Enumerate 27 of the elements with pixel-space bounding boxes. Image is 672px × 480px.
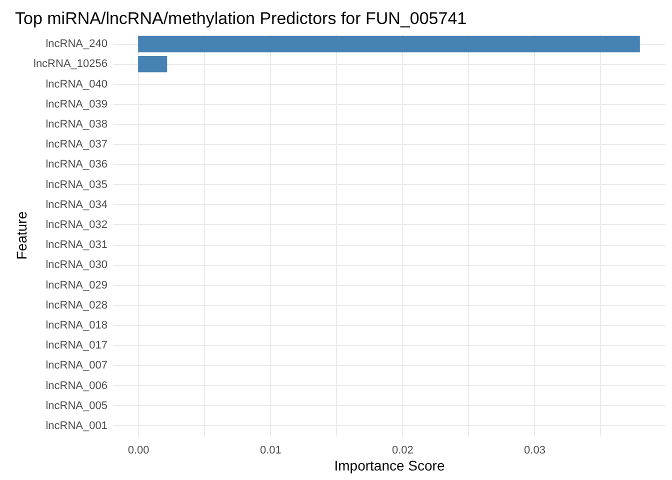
y-tick-label: lncRNA_018: [46, 319, 108, 332]
y-tick-label: lncRNA_007: [46, 360, 108, 372]
y-tick-label: lncRNA_006: [46, 380, 108, 392]
y-tick-label: lncRNA_038: [46, 118, 108, 130]
chart-title: Top miRNA/lncRNA/methylation Predictors for FUN_005741: [15, 9, 467, 28]
x-tick-label: 0.01: [260, 444, 282, 456]
y-tick-label: lncRNA_029: [46, 279, 108, 292]
y-tick-label: lncRNA_040: [46, 78, 108, 90]
x-tick-label: 0.00: [128, 444, 150, 456]
y-tick-label: lncRNA_031: [46, 239, 108, 252]
x-tick-label: 0.03: [524, 444, 546, 456]
x-tick-label: 0.02: [392, 444, 414, 456]
y-tick-label: lncRNA_034: [46, 198, 108, 211]
y-tick-label: lncRNA_039: [46, 98, 108, 110]
y-tick-label: lncRNA_001: [46, 420, 108, 432]
y-tick-label: lncRNA_240: [46, 38, 108, 50]
y-tick-label: lncRNA_005: [46, 400, 108, 412]
y-tick-label: lncRNA_10256: [34, 58, 108, 70]
y-tick-label: lncRNA_037: [46, 138, 108, 151]
y-tick-label: lncRNA_028: [46, 299, 108, 312]
x-axis-title: Importance Score: [334, 458, 445, 474]
y-tick-label: lncRNA_036: [46, 158, 108, 171]
y-tick-label: lncRNA_030: [46, 259, 108, 272]
y-tick-label: lncRNA_032: [46, 218, 108, 231]
y-axis-title: Feature: [14, 211, 30, 260]
y-tick-label: lncRNA_035: [46, 178, 108, 191]
y-tick-label: lncRNA_017: [46, 340, 108, 352]
